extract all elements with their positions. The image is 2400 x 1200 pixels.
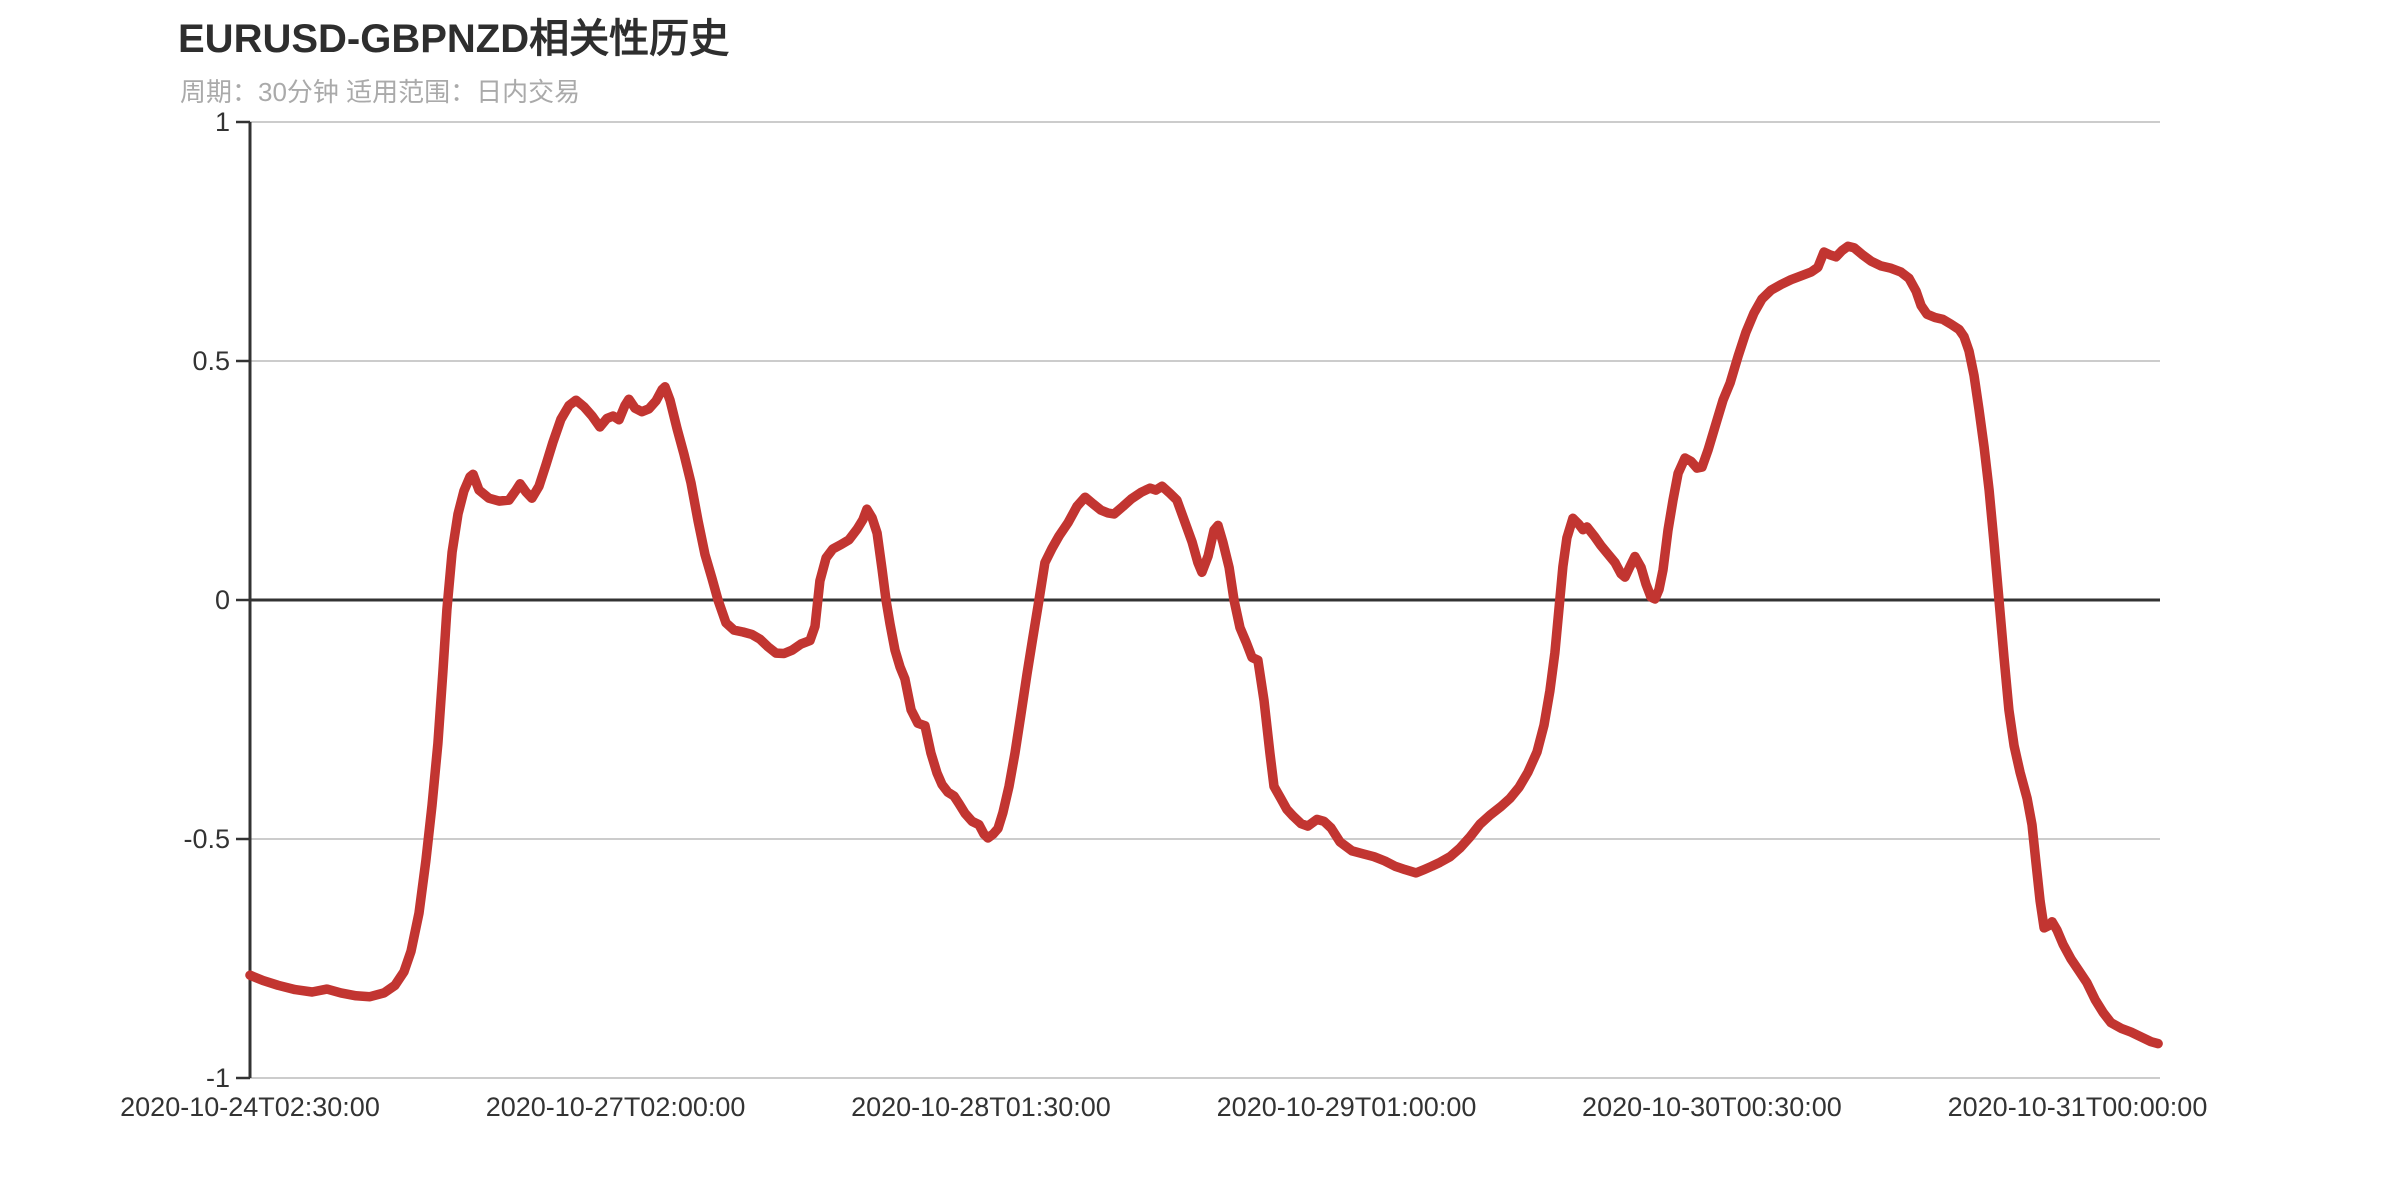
y-axis-label: 0.5 bbox=[192, 346, 230, 376]
chart-subtitle: 周期：30分钟 适用范围：日内交易 bbox=[180, 77, 581, 107]
x-axis-label: 2020-10-31T00:00:00 bbox=[1948, 1092, 2208, 1122]
series-line-eurusd-gbpnzd bbox=[245, 241, 2163, 1049]
x-axis-label: 2020-10-30T00:30:00 bbox=[1582, 1092, 1842, 1122]
x-axis-label: 2020-10-24T02:30:00 bbox=[120, 1092, 380, 1122]
y-axis-label: -0.5 bbox=[183, 824, 230, 854]
x-axis-label: 2020-10-27T02:00:00 bbox=[486, 1092, 746, 1122]
y-axis-label: 0 bbox=[215, 585, 230, 615]
y-axis-label: -1 bbox=[206, 1063, 230, 1093]
x-axis-label: 2020-10-29T01:00:00 bbox=[1217, 1092, 1477, 1122]
x-axis-label: 2020-10-28T01:30:00 bbox=[851, 1092, 1111, 1122]
y-axis-label: 1 bbox=[215, 107, 230, 137]
chart-title: EURUSD-GBPNZD相关性历史 bbox=[178, 17, 730, 61]
